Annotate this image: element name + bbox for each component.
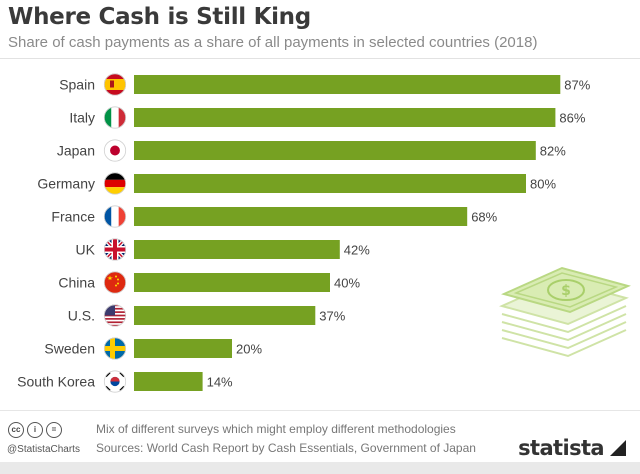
value-label: 80% xyxy=(530,177,556,192)
chart-title: Where Cash is Still King xyxy=(8,4,311,30)
value-label: 42% xyxy=(344,243,370,258)
value-label: 87% xyxy=(564,78,590,93)
bar[interactable] xyxy=(134,273,330,292)
bar[interactable] xyxy=(134,339,232,358)
bar-chart: Spain 87% Italy 86% Japan 82% Germany 80% France… xyxy=(17,73,631,393)
category-label: U.S. xyxy=(68,308,95,324)
flag-sweden-icon xyxy=(103,337,127,360)
category-label: Japan xyxy=(57,143,95,159)
value-label: 20% xyxy=(236,342,262,357)
creative-commons-icon[interactable]: cc xyxy=(8,422,24,438)
category-label: South Korea xyxy=(17,374,95,390)
sources-text: Sources: World Cash Report by Cash Essen… xyxy=(96,441,476,455)
bar[interactable] xyxy=(134,240,340,259)
money-stack-icon: $ xyxy=(499,266,631,358)
flag-japan-icon xyxy=(103,139,127,162)
bar[interactable] xyxy=(134,306,316,325)
flag-germany-icon xyxy=(103,172,127,195)
bar[interactable] xyxy=(134,75,561,94)
footer: cc i = @StatistaCharts Mix of different … xyxy=(0,410,640,474)
category-label: UK xyxy=(76,242,96,258)
chart-subtitle: Share of cash payments as a share of all… xyxy=(8,34,538,51)
flag-uk-icon xyxy=(103,238,127,261)
value-label: 14% xyxy=(207,375,233,390)
flag-italy-icon xyxy=(103,106,127,129)
bar[interactable] xyxy=(134,372,203,391)
bar[interactable] xyxy=(134,108,556,127)
value-label: 37% xyxy=(319,309,345,324)
statista-logo[interactable]: statista xyxy=(518,436,604,460)
category-label: Italy xyxy=(69,110,95,126)
category-label: Germany xyxy=(37,176,95,192)
value-label: 40% xyxy=(334,276,360,291)
twitter-handle[interactable]: @StatistaCharts xyxy=(7,444,80,455)
attribution-icon[interactable]: i xyxy=(27,422,43,438)
footer-divider xyxy=(0,410,640,411)
bar[interactable] xyxy=(134,207,468,226)
flag-china-icon xyxy=(103,271,127,294)
category-label: Sweden xyxy=(44,341,95,357)
flag-south-korea-icon xyxy=(103,370,127,393)
license-icons: cc i = xyxy=(8,422,62,438)
no-derivatives-icon[interactable]: = xyxy=(46,422,62,438)
header-divider xyxy=(0,58,640,59)
value-label: 68% xyxy=(471,210,497,225)
category-label: France xyxy=(51,209,95,225)
value-label: 82% xyxy=(540,144,566,159)
category-label: Spain xyxy=(59,77,95,93)
svg-text:$: $ xyxy=(561,283,571,299)
value-label: 86% xyxy=(559,111,585,126)
bar[interactable] xyxy=(134,141,536,160)
bottom-strip xyxy=(0,462,640,474)
statista-logo-mark-icon xyxy=(610,440,626,456)
methodology-note: Mix of different surveys which might emp… xyxy=(96,422,456,436)
flag-usa-icon xyxy=(103,304,127,327)
flag-spain-icon xyxy=(103,73,127,96)
bar[interactable] xyxy=(134,174,526,193)
category-label: China xyxy=(58,275,95,291)
flag-france-icon xyxy=(103,205,127,228)
